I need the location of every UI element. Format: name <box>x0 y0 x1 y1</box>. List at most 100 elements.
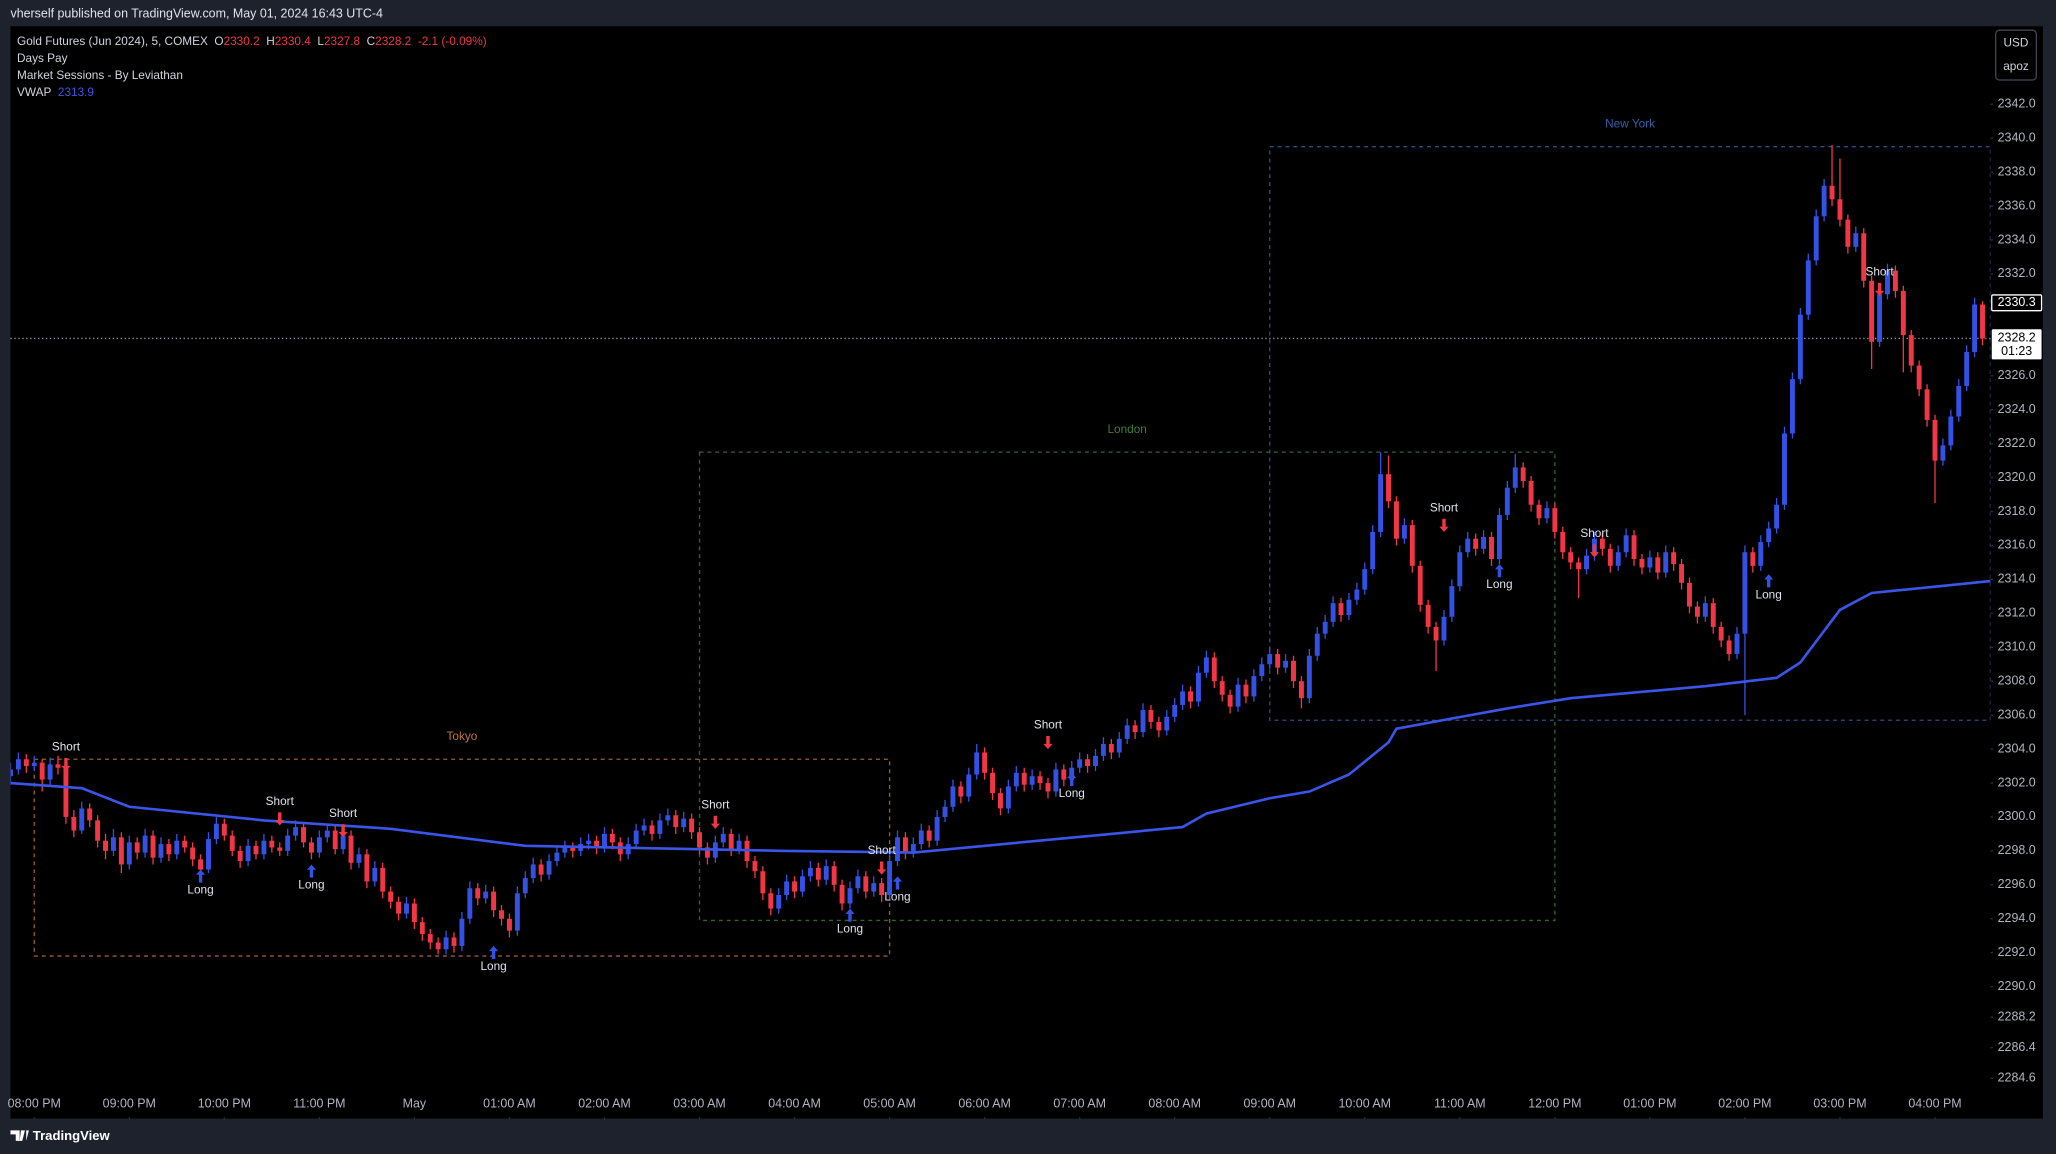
candle-body <box>1156 721 1162 731</box>
candle-body <box>1948 416 1954 446</box>
candle-body <box>1496 514 1502 560</box>
o-label: O <box>214 34 223 48</box>
candle-body <box>277 847 283 851</box>
candle-body <box>1013 772 1019 787</box>
candle-body <box>1639 559 1645 568</box>
brand[interactable]: TradingView <box>33 1128 111 1143</box>
candle-body <box>206 839 211 870</box>
candle-body <box>831 866 837 885</box>
candle-body <box>784 881 790 895</box>
candle-body <box>396 901 402 914</box>
last-price-label: 2328.2 <box>1998 331 2036 345</box>
candle-body <box>213 823 219 840</box>
candle-body <box>1298 681 1304 699</box>
candle-body <box>1504 487 1510 515</box>
candle-body <box>807 867 813 877</box>
y-tick-label: 2302.0 <box>1998 775 2036 789</box>
y-tick-label: 2294.0 <box>1998 911 2036 925</box>
candle-body <box>1354 589 1360 600</box>
y-tick-label: 2318.0 <box>1998 504 2036 518</box>
candle-body <box>364 854 370 882</box>
candle-body <box>1710 603 1716 627</box>
y-tick-label: 2304.0 <box>1998 741 2036 755</box>
candle-body <box>1386 474 1391 502</box>
candle-body <box>1940 445 1946 461</box>
candle-body <box>1758 542 1764 566</box>
candle-body <box>562 847 568 853</box>
x-tick-label: 03:00 PM <box>1813 1096 1866 1110</box>
axes: 2342.0 2340.0 2338.0 2336.0 2334.0 2332.0 2326… <box>8 97 2043 1120</box>
candle-body <box>546 861 552 875</box>
candle-body <box>602 833 607 848</box>
currency: USD <box>2004 35 2029 49</box>
price-marker-label: 2330.3 <box>1998 295 2036 309</box>
signal-arrow <box>1439 518 1449 532</box>
candle-body <box>926 830 932 841</box>
candle-body <box>760 871 766 894</box>
candle-body <box>855 876 861 889</box>
y-tick-label: 2312.0 <box>1998 606 2036 620</box>
candle-body <box>1489 536 1494 560</box>
candle-body <box>1283 660 1289 668</box>
candle-body <box>1306 655 1312 699</box>
candle-body <box>942 806 948 817</box>
x-tick-label: 10:00 AM <box>1338 1096 1391 1110</box>
session-label: Tokyo <box>447 729 478 743</box>
signal-label: Long <box>884 889 910 903</box>
signal-arrow <box>1764 574 1774 588</box>
candle-body <box>1291 660 1296 682</box>
candle-body <box>673 815 679 828</box>
signal-label: Short <box>1865 265 1894 279</box>
indicator-vwap[interactable]: VWAP 2313.9 <box>17 85 94 99</box>
candle-body <box>1584 555 1589 570</box>
l-label: L <box>317 34 324 48</box>
signal-label: Long <box>480 959 506 973</box>
candle-body <box>966 774 972 797</box>
candle-body <box>934 816 940 841</box>
signal-label: Short <box>868 843 897 857</box>
candle-body <box>221 823 227 836</box>
candle-body <box>1148 710 1154 722</box>
candle-body <box>1203 657 1209 673</box>
candle-body <box>823 866 829 880</box>
y-tick-label: 2292.0 <box>1998 945 2036 959</box>
y-tick-label: 2306.0 <box>1998 707 2036 721</box>
indicator-name[interactable]: Days Pay <box>17 51 68 65</box>
candle-body <box>1441 616 1447 641</box>
candle-body <box>388 891 394 902</box>
x-tick-label: 04:00 AM <box>768 1096 821 1110</box>
signal-label: Long <box>187 883 213 897</box>
candle-body <box>15 759 21 770</box>
candle-body <box>1845 219 1851 247</box>
session-label: New York <box>1605 117 1655 131</box>
plot: Tokyo London New York Short Short Short Short S… <box>10 117 1991 973</box>
candle-body <box>1821 185 1827 217</box>
candle-body <box>594 840 600 848</box>
candle-body <box>103 840 108 851</box>
signal-arrow <box>845 908 855 922</box>
candle-body <box>863 876 869 892</box>
candle-body <box>1108 743 1114 753</box>
candle-body <box>174 840 180 855</box>
candle-body <box>1037 776 1043 784</box>
y-tick-label: 2286.4 <box>1998 1040 2036 1054</box>
candle-body <box>491 891 497 911</box>
candle-body <box>1924 389 1930 420</box>
candle-body <box>1702 603 1708 617</box>
signal-arrow <box>338 824 348 838</box>
candle-body <box>554 852 560 862</box>
candle-body <box>380 867 386 892</box>
y-tick-label: 2322.0 <box>1998 436 2036 450</box>
candle-body <box>1481 536 1487 549</box>
candle-body <box>332 830 338 850</box>
candle-body <box>990 772 995 794</box>
signal-arrow <box>1874 282 1885 297</box>
candle-body <box>324 830 330 838</box>
indicator-name[interactable]: Market Sessions - By Leviathan <box>17 68 183 82</box>
candle-body <box>435 942 441 950</box>
last-price-box <box>1991 329 2042 360</box>
legend-symbol: Gold Futures (Jun 2024), 5, COMEX O2330.2… <box>17 34 487 48</box>
candle-body <box>451 937 457 946</box>
currency-button[interactable] <box>1995 29 2037 81</box>
x-tick-label: 05:00 AM <box>863 1096 916 1110</box>
